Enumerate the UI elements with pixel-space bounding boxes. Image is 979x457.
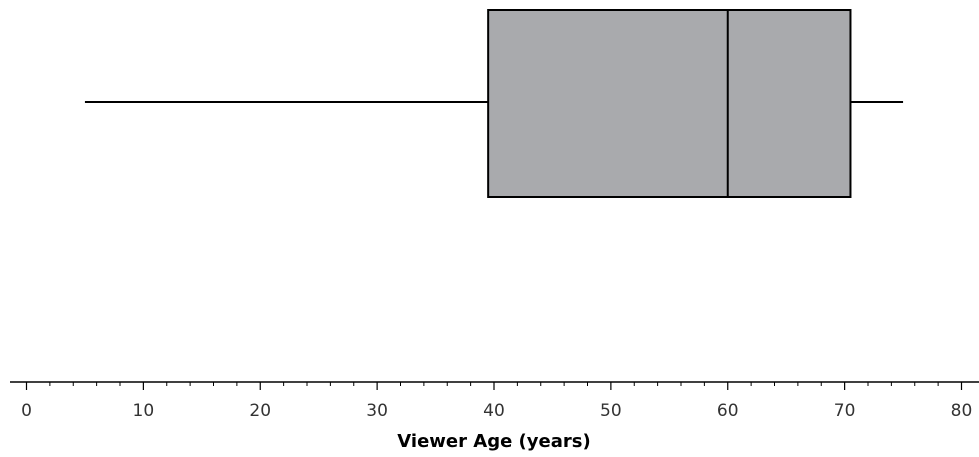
tick-label: 60 (717, 401, 739, 421)
tick-label: 40 (483, 401, 505, 421)
tick-label: 50 (600, 401, 622, 421)
tick-label: 20 (249, 401, 271, 421)
tick-label: 70 (834, 401, 856, 421)
x-axis-title: Viewer Age (years) (397, 431, 590, 452)
x-axis: 0 10 20 30 40 50 60 70 80 (10, 381, 979, 421)
tick-label: 10 (133, 401, 155, 421)
plot-area (84, 9, 904, 198)
tick-label: 80 (951, 401, 973, 421)
tick-label: 30 (366, 401, 388, 421)
tick-label: 0 (21, 401, 32, 421)
interquartile-box (487, 9, 852, 198)
